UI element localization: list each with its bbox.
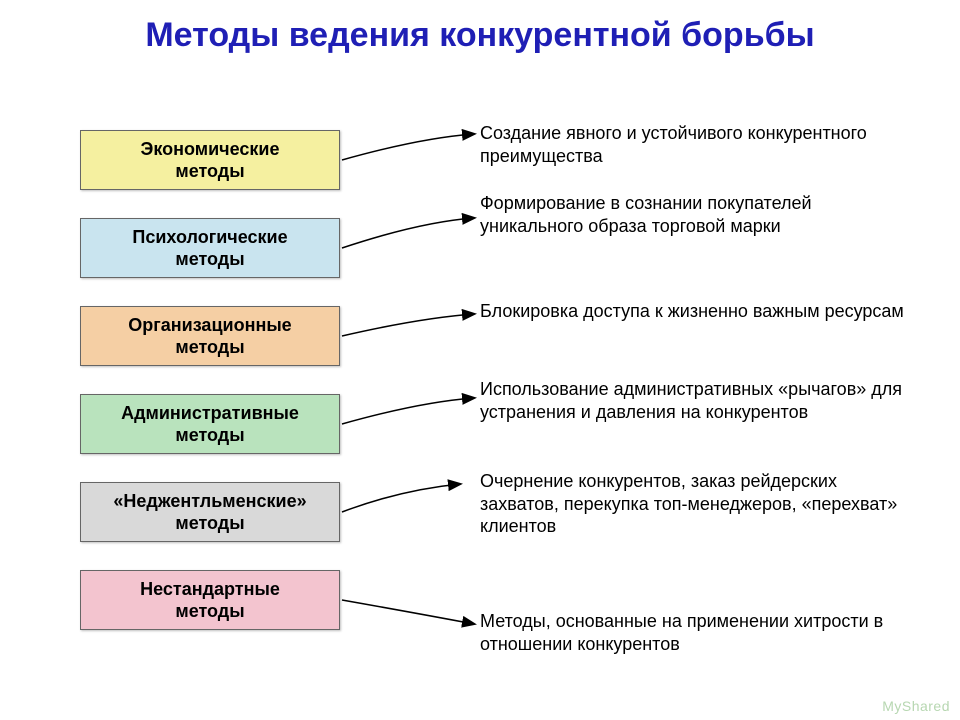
arrow-icon	[342, 484, 460, 512]
method-box-label: Экономические методы	[141, 138, 280, 183]
method-box: Экономические методы	[80, 130, 340, 190]
method-description: Блокировка доступа к жизненно важным рес…	[480, 300, 910, 323]
method-box-label: Нестандартные методы	[140, 578, 280, 623]
method-description: Методы, основанные на применении хитрост…	[480, 610, 910, 655]
arrow-icon	[342, 218, 474, 248]
arrow-icon	[342, 398, 474, 424]
method-box: Нестандартные методы	[80, 570, 340, 630]
method-box-label: «Неджентльменские» методы	[113, 490, 306, 535]
method-box: «Неджентльменские» методы	[80, 482, 340, 542]
method-box-label: Организационные методы	[128, 314, 291, 359]
method-box: Психологические методы	[80, 218, 340, 278]
arrow-icon	[342, 134, 474, 160]
method-description: Очернение конкурентов, заказ рейдерских …	[480, 470, 910, 538]
arrow-icon	[342, 600, 474, 624]
watermark-text: MyShared	[882, 698, 950, 714]
method-box: Организационные методы	[80, 306, 340, 366]
method-description: Формирование в сознании покупателей уник…	[480, 192, 910, 237]
slide: Методы ведения конкурентной борьбы MySha…	[0, 0, 960, 720]
method-box-label: Административные методы	[121, 402, 299, 447]
method-description: Создание явного и устойчивого конкурентн…	[480, 122, 910, 167]
arrow-icon	[342, 314, 474, 336]
method-box-label: Психологические методы	[132, 226, 287, 271]
method-box: Административные методы	[80, 394, 340, 454]
method-description: Использование административных «рычагов»…	[480, 378, 910, 423]
